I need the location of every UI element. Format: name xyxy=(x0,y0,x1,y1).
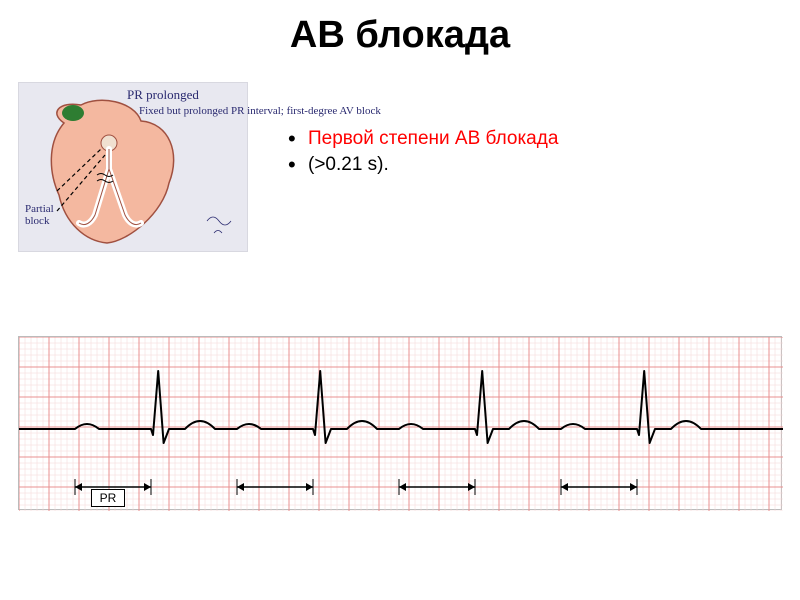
ecg-strip-panel: PR xyxy=(18,336,782,510)
partial-block-label: Partialblock xyxy=(25,203,54,227)
bullet-list: Первой степени АВ блокада (>0.21 s). xyxy=(288,128,558,180)
pr-interval-box: PR xyxy=(91,489,125,507)
page-title: АВ блокада xyxy=(0,0,800,67)
pr-prolonged-subtitle: Fixed but prolonged PR interval; first-d… xyxy=(139,105,399,117)
heart-diagram-panel: PR prolonged Fixed but prolonged PR inte… xyxy=(18,82,248,252)
ecg-strip xyxy=(19,337,783,511)
pr-prolonged-title: PR prolonged xyxy=(127,87,199,103)
bullet-item: Первой степени АВ блокада xyxy=(288,128,558,150)
bullet-item: (>0.21 s). xyxy=(288,154,558,176)
